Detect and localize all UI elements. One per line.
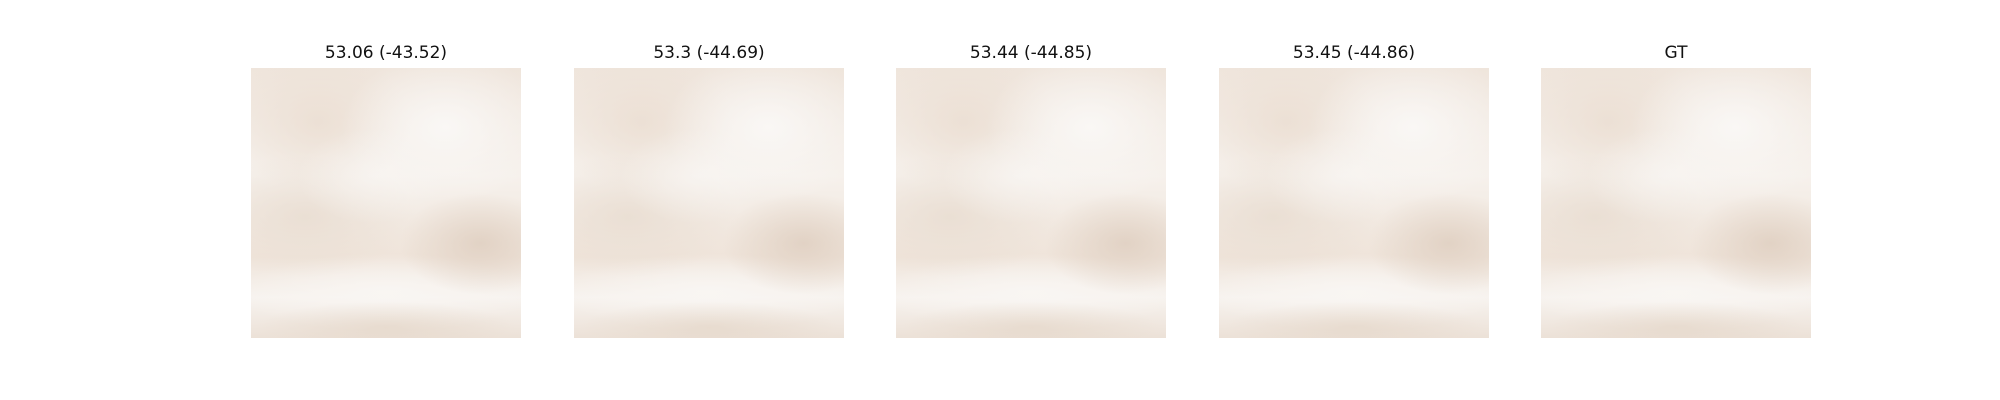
panel-2: 53.3 (-44.69) [574,38,844,338]
reconstruction-image-2 [574,68,844,338]
reconstruction-image-1 [251,68,521,338]
panel-3: 53.44 (-44.85) [896,38,1166,338]
panel-1: 53.06 (-43.52) [251,38,521,338]
reconstruction-image-4 [1219,68,1489,338]
panel-title: GT [1664,43,1688,63]
panel-title: 53.06 (-43.52) [324,43,448,63]
panel-title: 53.45 (-44.86) [1292,43,1416,63]
panel-4: 53.45 (-44.86) [1219,38,1489,338]
panel-title: 53.44 (-44.85) [969,43,1093,63]
ground-truth-image [1541,68,1811,338]
panel-title: 53.3 (-44.69) [653,43,765,63]
panel-gt: GT [1541,38,1811,338]
reconstruction-image-3 [896,68,1166,338]
